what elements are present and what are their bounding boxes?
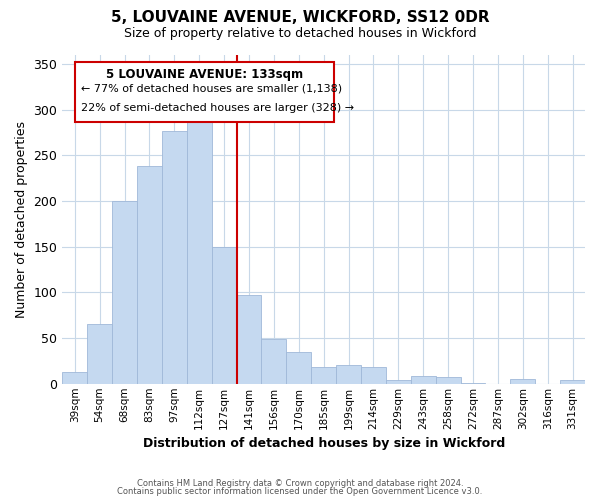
Text: 5, LOUVAINE AVENUE, WICKFORD, SS12 0DR: 5, LOUVAINE AVENUE, WICKFORD, SS12 0DR <box>110 10 490 25</box>
Bar <box>286 352 311 384</box>
Bar <box>336 366 361 384</box>
Bar <box>386 380 411 384</box>
Bar <box>62 372 87 384</box>
Text: Contains HM Land Registry data © Crown copyright and database right 2024.: Contains HM Land Registry data © Crown c… <box>137 478 463 488</box>
Bar <box>212 247 236 384</box>
Text: ← 77% of detached houses are smaller (1,138): ← 77% of detached houses are smaller (1,… <box>80 84 342 94</box>
Text: Size of property relative to detached houses in Wickford: Size of property relative to detached ho… <box>124 28 476 40</box>
Bar <box>361 368 386 384</box>
Bar <box>461 383 485 384</box>
Text: Contains public sector information licensed under the Open Government Licence v3: Contains public sector information licen… <box>118 487 482 496</box>
Bar <box>560 380 585 384</box>
Bar <box>436 378 461 384</box>
FancyBboxPatch shape <box>76 62 334 122</box>
Text: 5 LOUVAINE AVENUE: 133sqm: 5 LOUVAINE AVENUE: 133sqm <box>106 68 303 81</box>
Bar <box>137 166 162 384</box>
X-axis label: Distribution of detached houses by size in Wickford: Distribution of detached houses by size … <box>143 437 505 450</box>
Y-axis label: Number of detached properties: Number of detached properties <box>15 121 28 318</box>
Bar <box>236 295 262 384</box>
Bar <box>162 131 187 384</box>
Bar <box>262 339 286 384</box>
Bar <box>112 201 137 384</box>
Bar <box>311 368 336 384</box>
Bar <box>87 324 112 384</box>
Bar <box>187 119 212 384</box>
Text: 22% of semi-detached houses are larger (328) →: 22% of semi-detached houses are larger (… <box>80 102 354 113</box>
Bar <box>411 376 436 384</box>
Bar <box>511 379 535 384</box>
